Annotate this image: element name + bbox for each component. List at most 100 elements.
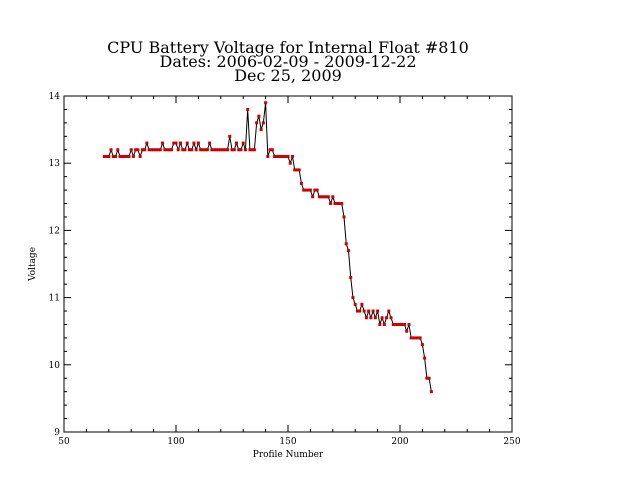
y-tick-label: 12 xyxy=(49,226,60,236)
data-point-marker xyxy=(259,128,263,132)
y-axis-label: Voltage xyxy=(28,247,38,282)
data-point-marker xyxy=(131,154,135,158)
data-point-marker xyxy=(299,181,303,185)
data-point-marker xyxy=(385,316,389,320)
data-point-marker xyxy=(194,148,198,152)
x-tick-label: 100 xyxy=(167,437,184,447)
data-point-marker xyxy=(120,154,124,158)
data-point-marker xyxy=(284,154,288,158)
data-point-marker xyxy=(427,376,431,380)
data-point-marker xyxy=(192,141,196,145)
data-point-marker xyxy=(414,336,418,340)
data-point-marker xyxy=(201,148,205,152)
data-point-marker xyxy=(425,376,429,380)
data-point-marker xyxy=(335,202,339,206)
data-point-marker xyxy=(156,148,160,152)
data-point-marker xyxy=(304,188,308,192)
data-point-marker xyxy=(376,309,380,313)
data-point-marker xyxy=(111,154,115,158)
data-point-marker xyxy=(228,134,232,138)
data-point-marker xyxy=(302,188,306,192)
data-point-marker xyxy=(172,141,176,145)
data-point-marker xyxy=(331,195,335,199)
data-point-marker xyxy=(145,141,149,145)
data-point-marker xyxy=(382,322,386,326)
data-point-marker xyxy=(167,148,171,152)
data-point-marker xyxy=(338,202,342,206)
data-point-marker xyxy=(252,148,256,152)
x-tick-label: 50 xyxy=(58,437,70,447)
data-point-marker xyxy=(409,336,413,340)
data-point-marker xyxy=(174,141,178,145)
data-point-marker xyxy=(183,148,187,152)
data-point-marker xyxy=(190,148,194,152)
data-point-marker xyxy=(371,309,375,313)
data-point-marker xyxy=(122,154,126,158)
data-point-marker xyxy=(320,195,324,199)
data-point-marker xyxy=(358,309,362,313)
data-point-marker xyxy=(264,101,268,105)
data-point-marker xyxy=(170,148,174,152)
data-point-marker xyxy=(342,215,346,219)
data-point-marker xyxy=(311,195,315,199)
data-point-marker xyxy=(277,154,281,158)
data-point-marker xyxy=(255,121,259,125)
data-point-marker xyxy=(232,148,236,152)
data-point-marker xyxy=(295,168,299,172)
data-point-marker xyxy=(344,242,348,246)
data-point-marker xyxy=(322,195,326,199)
data-point-marker xyxy=(257,114,261,118)
data-point-marker xyxy=(223,148,227,152)
data-point-marker xyxy=(129,148,133,152)
data-point-marker xyxy=(243,148,247,152)
data-point-marker xyxy=(163,148,167,152)
data-point-marker xyxy=(405,329,409,333)
data-point-marker xyxy=(275,154,279,158)
data-point-marker xyxy=(199,148,203,152)
data-point-marker xyxy=(416,336,420,340)
data-point-marker xyxy=(387,309,391,313)
data-point-marker xyxy=(109,148,113,152)
data-point-marker xyxy=(158,148,162,152)
data-point-marker xyxy=(282,154,286,158)
data-point-marker xyxy=(154,148,158,152)
data-point-marker xyxy=(266,154,270,158)
data-point-marker xyxy=(234,141,238,145)
data-point-marker xyxy=(221,148,225,152)
data-point-marker xyxy=(273,154,277,158)
data-point-marker xyxy=(250,148,254,152)
data-point-marker xyxy=(134,148,138,152)
data-point-marker xyxy=(349,275,353,279)
data-point-marker xyxy=(364,316,368,320)
y-tick-label: 11 xyxy=(49,294,60,304)
data-point-marker xyxy=(290,154,294,158)
data-point-marker xyxy=(217,148,221,152)
x-axis-label: Profile Number xyxy=(253,450,324,460)
data-point-marker xyxy=(400,322,404,326)
data-point-marker xyxy=(380,316,384,320)
data-point-marker xyxy=(369,316,373,320)
data-point-marker xyxy=(315,188,319,192)
data-point-marker xyxy=(261,121,265,125)
data-point-marker xyxy=(407,322,411,326)
chart-title-line-1: CPU Battery Voltage for Internal Float #… xyxy=(107,38,469,57)
data-point-marker xyxy=(429,390,433,394)
data-point-marker xyxy=(286,154,290,158)
data-point-marker xyxy=(313,188,317,192)
data-point-marker xyxy=(329,202,333,206)
data-point-marker xyxy=(420,343,424,347)
data-point-marker xyxy=(378,322,382,326)
data-point-marker xyxy=(230,148,234,152)
data-point-marker xyxy=(102,154,106,158)
x-tick-label: 200 xyxy=(391,437,408,447)
data-point-marker xyxy=(362,309,366,313)
data-point-marker xyxy=(181,148,185,152)
data-point-marker xyxy=(326,195,330,199)
data-point-marker xyxy=(116,148,120,152)
data-point-marker xyxy=(118,154,122,158)
data-point-marker xyxy=(306,188,310,192)
chart-title-line-2: Dates: 2006-02-09 - 2009-12-22 xyxy=(159,52,416,71)
data-point-marker xyxy=(389,316,393,320)
data-point-marker xyxy=(293,168,297,172)
data-point-marker xyxy=(317,195,321,199)
